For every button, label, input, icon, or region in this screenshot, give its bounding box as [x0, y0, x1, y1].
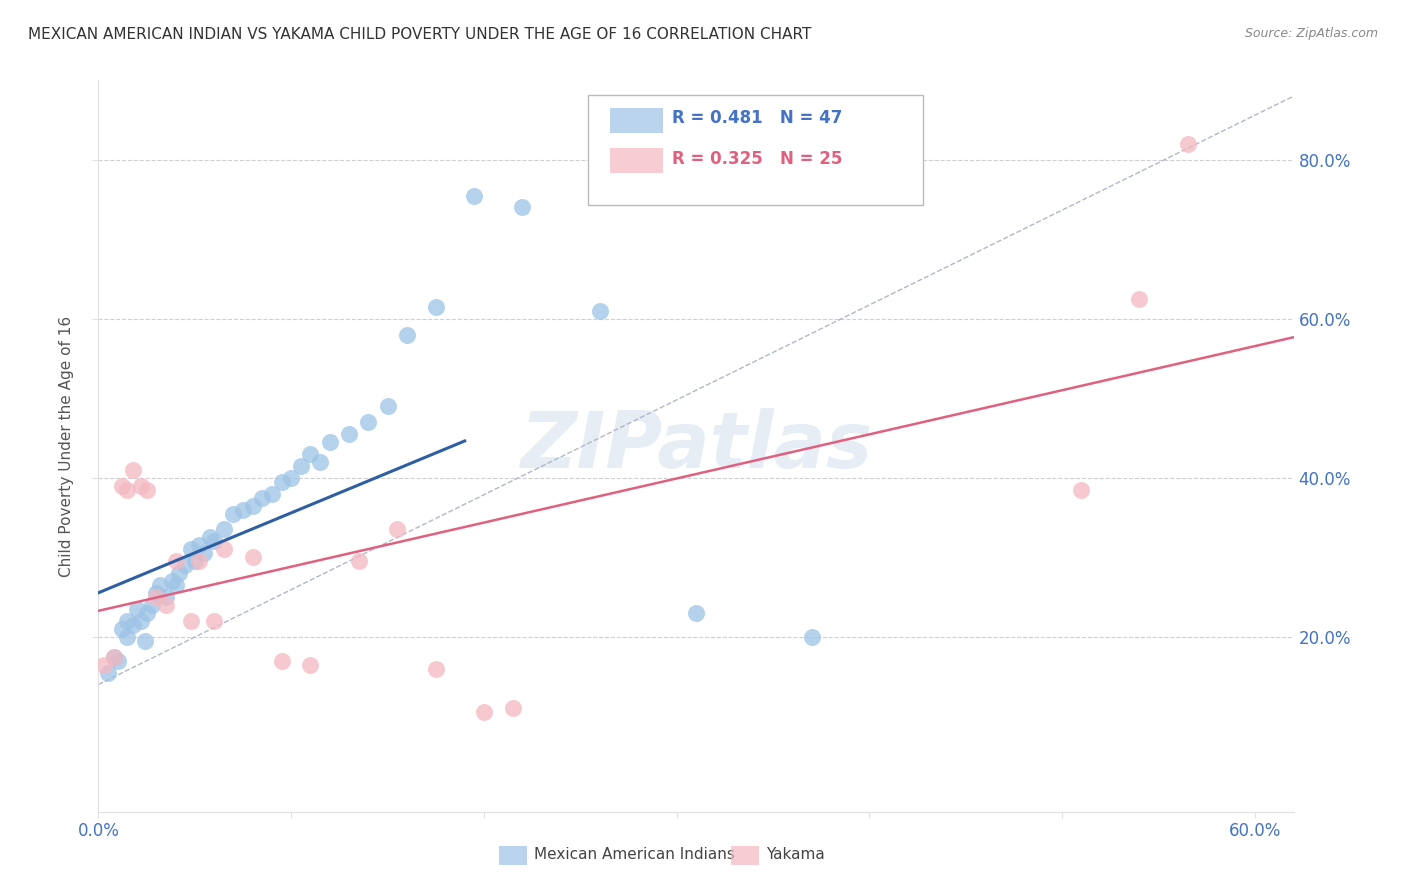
FancyBboxPatch shape [610, 108, 662, 133]
Point [187, 554, 209, 568]
Point [180, 542, 202, 557]
Point [472, 706, 495, 720]
Point [212, 542, 235, 557]
Text: R = 0.325   N = 25: R = 0.325 N = 25 [672, 150, 842, 169]
Point [242, 550, 264, 565]
Point [110, 622, 132, 636]
Point [110, 479, 132, 493]
Point [270, 475, 292, 489]
Point [1128, 292, 1150, 306]
Point [222, 507, 245, 521]
Point [319, 435, 342, 450]
Point [117, 630, 139, 644]
Point [174, 558, 197, 573]
FancyBboxPatch shape [610, 148, 662, 173]
Point [463, 188, 485, 202]
FancyBboxPatch shape [589, 95, 922, 204]
Point [685, 606, 707, 620]
Point [103, 649, 125, 664]
Point [141, 598, 163, 612]
Text: Mexican American Indians: Mexican American Indians [534, 847, 735, 862]
Point [800, 630, 823, 644]
Point [145, 586, 167, 600]
Point [134, 633, 156, 648]
Point [117, 614, 139, 628]
Point [122, 463, 145, 477]
Point [252, 491, 274, 505]
Point [212, 523, 235, 537]
Text: MEXICAN AMERICAN INDIAN VS YAKAMA CHILD POVERTY UNDER THE AGE OF 16 CORRELATION : MEXICAN AMERICAN INDIAN VS YAKAMA CHILD … [28, 27, 811, 42]
Text: R = 0.481   N = 47: R = 0.481 N = 47 [672, 110, 842, 128]
Point [357, 415, 380, 429]
Point [588, 303, 610, 318]
Point [309, 455, 332, 469]
Point [193, 546, 215, 560]
Point [97, 665, 120, 680]
Point [169, 566, 191, 581]
Point [200, 530, 222, 544]
Point [187, 538, 209, 552]
Point [155, 590, 177, 604]
Point [385, 523, 409, 537]
Point [145, 590, 167, 604]
Point [117, 483, 139, 497]
Point [129, 479, 152, 493]
Y-axis label: Child Poverty Under the Age of 16: Child Poverty Under the Age of 16 [59, 316, 75, 576]
Point [184, 554, 207, 568]
Point [103, 649, 125, 664]
Point [202, 614, 225, 628]
Point [202, 534, 225, 549]
Point [1070, 483, 1092, 497]
Point [512, 201, 534, 215]
Point [93, 657, 115, 672]
Point [155, 598, 177, 612]
Point [290, 458, 312, 473]
Point [1177, 136, 1199, 151]
Point [425, 300, 447, 314]
Point [299, 657, 322, 672]
Point [502, 701, 524, 715]
Point [242, 499, 264, 513]
Point [165, 554, 187, 568]
Point [165, 578, 187, 592]
Point [377, 399, 399, 413]
Text: Yakama: Yakama [766, 847, 825, 862]
Point [149, 578, 172, 592]
Text: ZIPatlas: ZIPatlas [520, 408, 872, 484]
Point [425, 662, 447, 676]
Point [232, 502, 254, 516]
Point [122, 618, 145, 632]
Point [125, 602, 148, 616]
Point [107, 654, 129, 668]
Point [160, 574, 183, 589]
Point [347, 554, 370, 568]
Point [135, 606, 157, 620]
Point [395, 327, 418, 342]
Point [135, 483, 157, 497]
Point [270, 654, 292, 668]
Point [260, 486, 283, 500]
Point [129, 614, 152, 628]
Text: Source: ZipAtlas.com: Source: ZipAtlas.com [1244, 27, 1378, 40]
Point [280, 471, 302, 485]
Point [180, 614, 202, 628]
Point [337, 427, 360, 442]
Point [299, 447, 322, 461]
